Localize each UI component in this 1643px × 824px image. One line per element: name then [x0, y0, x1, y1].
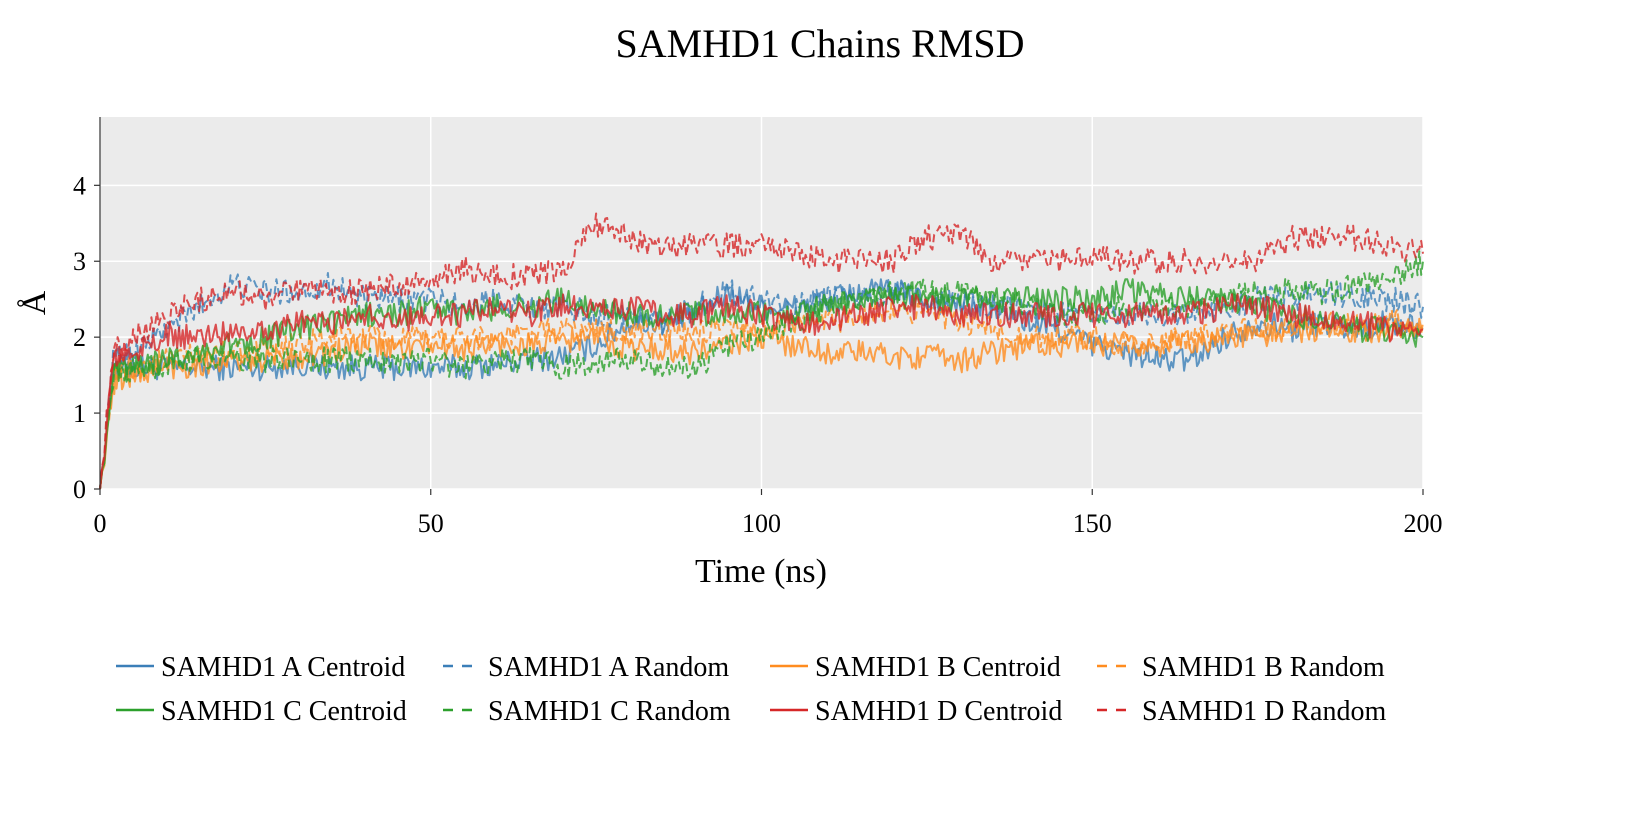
y-tick-label: 2 [73, 323, 86, 352]
y-tick-label: 0 [73, 475, 86, 504]
legend-label: SAMHD1 B Random [1142, 652, 1385, 683]
legend-label: SAMHD1 A Centroid [161, 652, 405, 683]
y-tick-label: 1 [73, 399, 86, 428]
legend-label: SAMHD1 A Random [488, 652, 729, 683]
y-tick-label: 3 [73, 247, 86, 276]
legend-label: SAMHD1 B Centroid [815, 652, 1061, 683]
chart-title: SAMHD1 Chains RMSD [616, 21, 1025, 66]
series-line-samhd1-c-random [99, 250, 1424, 490]
series-line-samhd1-b-random [99, 295, 1424, 490]
x-tick-label: 100 [742, 509, 781, 538]
legend-label: SAMHD1 C Random [488, 696, 731, 727]
legend-label: SAMHD1 D Centroid [815, 696, 1062, 727]
y-tick-label: 4 [73, 171, 86, 200]
axes: 0 50 100 150 200 0 1 2 3 4 [73, 117, 1443, 538]
series-lines [99, 212, 1424, 490]
x-axis-label: Time (ns) [695, 553, 827, 590]
x-tick-label: 0 [94, 509, 107, 538]
series-line-samhd1-d-random [99, 212, 1424, 490]
y-axis-label: Å [16, 290, 53, 315]
x-tick-label: 200 [1404, 509, 1443, 538]
legend: SAMHD1 A Centroid SAMHD1 A Random SAMHD1 B… [116, 652, 1386, 727]
x-tick-label: 50 [418, 509, 444, 538]
legend-label: SAMHD1 C Centroid [161, 696, 407, 727]
series-line-samhd1-d-centroid [99, 293, 1424, 490]
x-tick-label: 150 [1073, 509, 1112, 538]
legend-label: SAMHD1 D Random [1142, 696, 1386, 727]
